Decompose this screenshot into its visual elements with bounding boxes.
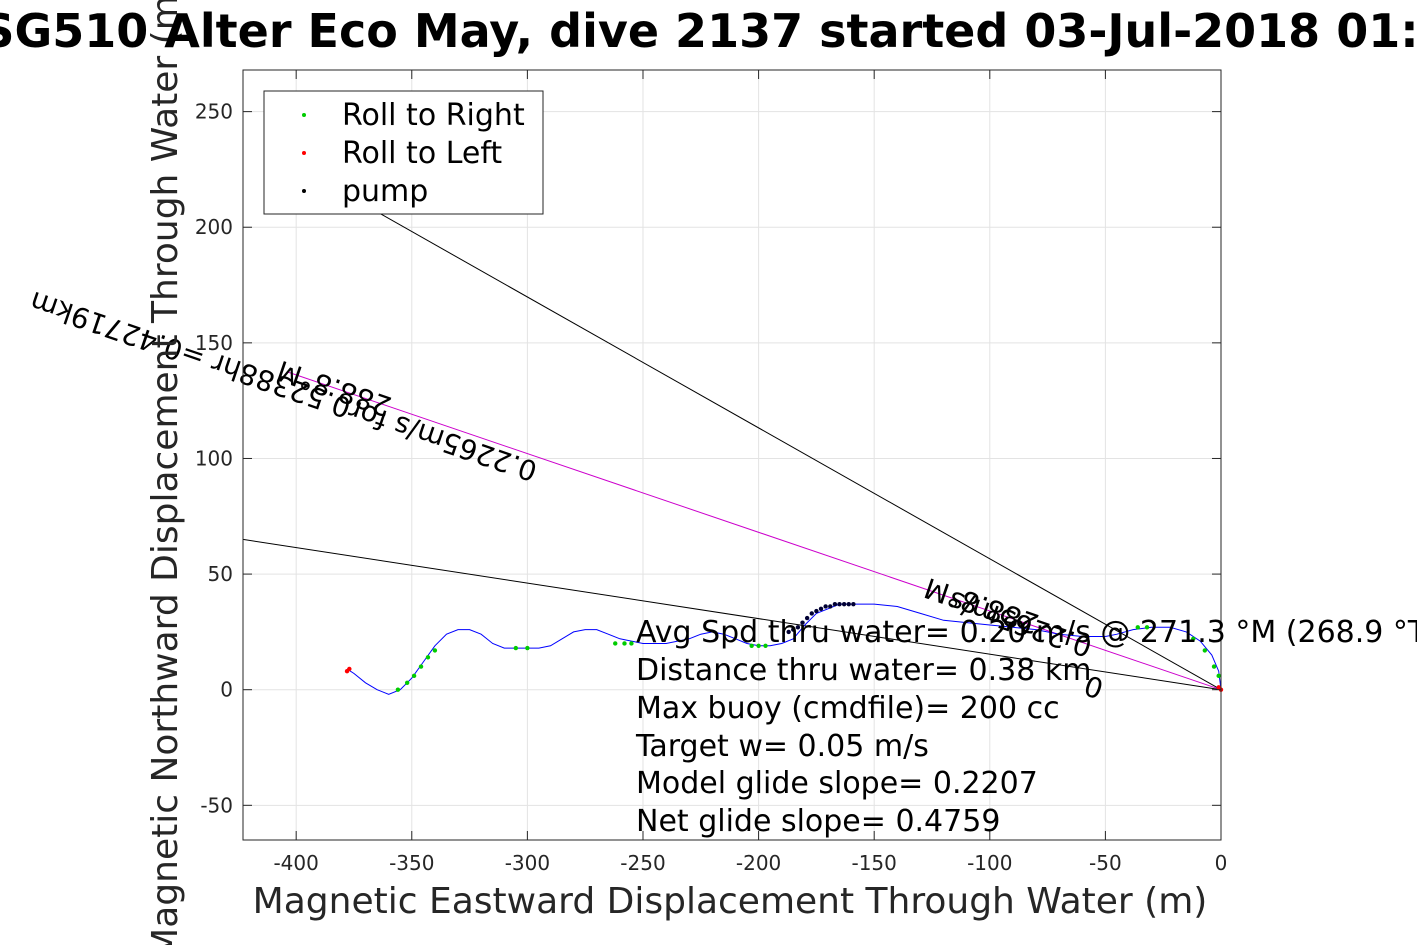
roll-right-point [1191, 636, 1196, 642]
x-tick-label: 0 [1215, 851, 1228, 875]
roll-right-point [613, 641, 618, 646]
y-tick-label: 200 [195, 215, 233, 239]
glider-track [346, 603, 1222, 695]
chart-title: SG510 Alter Eco May, dive 2137 started 0… [0, 4, 1417, 58]
marker-points [344, 601, 1224, 692]
reference-line [346, 194, 1222, 691]
grid-lines [243, 70, 1222, 840]
x-tick-label: -200 [736, 851, 781, 875]
roll-right-point [1216, 673, 1221, 679]
pump-point [814, 608, 819, 614]
legend-marker-roll-left [302, 151, 306, 155]
summary-annotations: Avg Spd thru water= 0.20 m/s @ 271.3 °M … [635, 615, 1417, 839]
legend-marker-pump [302, 189, 306, 193]
x-tick-label: -400 [273, 851, 318, 875]
reference-line [286, 371, 1222, 691]
legend-label-roll-left: Roll to Left [342, 136, 502, 171]
roll-right-point [525, 645, 530, 651]
annotation-avg-speed: Avg Spd thru water= 0.20 m/s @ 271.3 °M … [636, 615, 1417, 650]
pump-point [791, 627, 796, 632]
roll-right-point [622, 641, 627, 646]
pump-point [795, 625, 801, 630]
roll-right-point [749, 643, 754, 648]
pump-point [832, 601, 838, 607]
roll-right-point [629, 641, 634, 646]
annotation-max-buoy: Max buoy (cmdfile)= 200 cc [636, 691, 1060, 726]
reference-line [242, 538, 1222, 691]
reference-lines [242, 194, 1222, 691]
roll-right-point [418, 664, 424, 669]
roll-right-point [1135, 625, 1140, 630]
annotation-net-glide-slope: Net glide slope= 0.4759 [636, 804, 1000, 839]
y-tick-label: 150 [195, 331, 233, 355]
x-tick-label: -50 [1089, 851, 1122, 875]
x-axis-label: Magnetic Eastward Displacement Through W… [253, 881, 1208, 922]
annotation-distance: Distance thru water= 0.38 km [636, 653, 1091, 688]
y-tick-label: 100 [195, 446, 233, 470]
roll-right-point [513, 645, 519, 651]
roll-right-point [1144, 625, 1150, 630]
pump-point [818, 606, 824, 611]
roll-right-point [411, 673, 417, 679]
pump-point [841, 601, 847, 607]
x-tick-label: -300 [505, 851, 550, 875]
roll-right-point [756, 643, 761, 648]
axis-ticks: -400 -350 -300 -250 -200 -150 -100 -50 0 -50 0 50 10… [195, 70, 1228, 875]
legend-label-roll-right: Roll to Right [342, 98, 525, 133]
legend-label-pump: pump [342, 174, 428, 209]
y-tick-label: 0 [220, 678, 233, 702]
pump-point [837, 601, 842, 607]
roll-right-point [763, 643, 768, 648]
x-tick-label: -350 [389, 851, 434, 875]
x-tick-label: -100 [967, 851, 1012, 875]
roll-right-point [404, 680, 410, 685]
y-tick-label: -50 [200, 793, 233, 817]
plot-frame [242, 69, 1222, 841]
roll-right-point [432, 648, 438, 653]
legend: Roll to Right Roll to Left pump [263, 90, 544, 215]
track-line [346, 603, 1222, 695]
roll-right-point [1211, 664, 1217, 669]
pump-point [828, 604, 833, 609]
annotation-target-w: Target w= 0.05 m/s [635, 729, 929, 764]
pump-point [846, 601, 851, 607]
legend-box [263, 90, 544, 215]
pump-point [800, 620, 805, 625]
x-tick-label: -250 [620, 851, 665, 875]
x-tick-label: -150 [851, 851, 896, 875]
y-axis-label: Magnetic Northward Displacement Through … [145, 0, 186, 945]
y-tick-label: 50 [208, 562, 233, 586]
pump-point [804, 615, 810, 621]
roll-right-point [395, 687, 401, 692]
legend-marker-roll-right [302, 113, 306, 117]
annotation-model-glide-slope: Model glide slope= 0.2207 [636, 766, 1038, 801]
roll-left-point [1216, 685, 1221, 690]
pump-point [851, 601, 856, 607]
roll-left-point [347, 666, 352, 672]
roll-right-point [425, 655, 431, 660]
pump-point [809, 611, 814, 616]
y-tick-label: 250 [195, 100, 233, 124]
pump-point [823, 604, 828, 609]
roll-right-point [1202, 648, 1208, 653]
pump-point [786, 629, 791, 635]
